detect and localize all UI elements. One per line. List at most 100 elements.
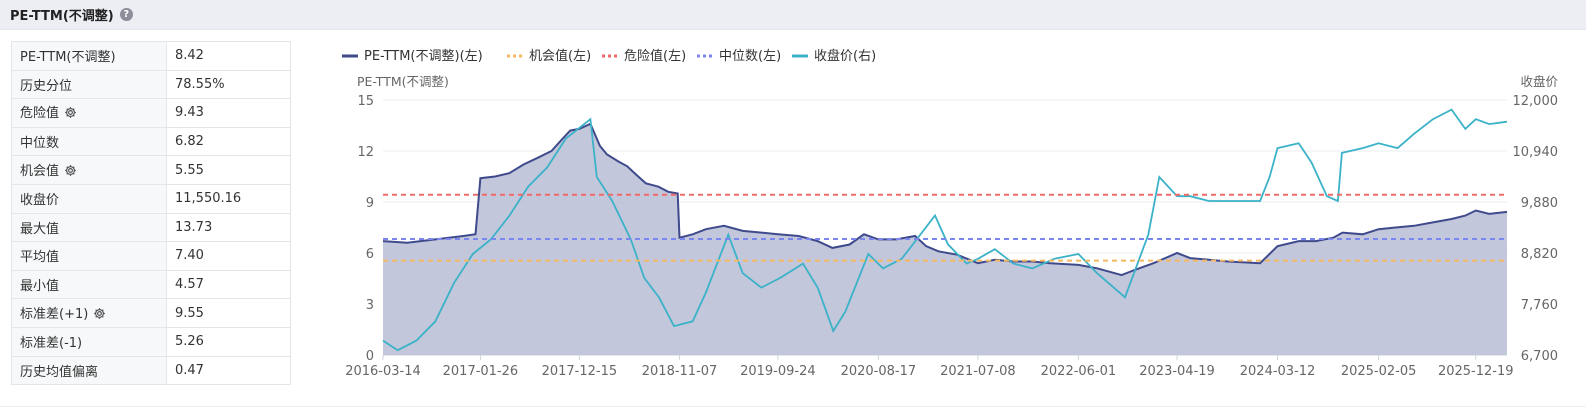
legend-label: 机会值(左) xyxy=(529,48,591,64)
stats-label: 最小值 xyxy=(11,269,167,300)
stats-value: 5.26 xyxy=(166,326,291,357)
y-right-tick: 7,760 xyxy=(1521,298,1558,313)
stats-label: 收盘价 xyxy=(11,183,167,214)
stats-label-text: 标准差(-1) xyxy=(20,336,83,352)
x-tick-label: 2020-08-17 xyxy=(841,364,917,379)
stats-label: 历史分位 xyxy=(11,69,167,100)
legend-item[interactable]: 机会值(左) xyxy=(507,48,591,64)
stats-label-text: 中位数 xyxy=(20,136,60,152)
x-tick-label: 2025-12-19 xyxy=(1438,364,1514,379)
bottom-divider xyxy=(0,406,1586,407)
stats-label-text: 历史分位 xyxy=(20,78,73,94)
x-ticks: 2016-03-14 2017-01-26 2017-12-15 2018-11-07… xyxy=(345,355,1514,379)
legend-item[interactable]: 收盘价(右) xyxy=(792,48,876,64)
y-left-tick: 6 xyxy=(366,247,374,262)
stats-row: 历史均值偏离 0.47 xyxy=(11,355,291,386)
stats-label-text: 最大值 xyxy=(20,221,60,237)
gear-icon[interactable] xyxy=(64,164,77,181)
stats-label-text: 机会值 xyxy=(20,163,60,179)
gear-icon[interactable] xyxy=(64,106,77,123)
stats-label-text: 最小值 xyxy=(20,279,60,295)
legend-item[interactable]: 中位数(左) xyxy=(697,49,781,64)
legend-label: 危险值(左) xyxy=(624,48,686,64)
stats-row: 收盘价 11,550.16 xyxy=(11,183,291,214)
stats-value: 5.55 xyxy=(166,155,291,185)
stats-label: 平均值 xyxy=(11,241,167,271)
y-right-tick: 6,700 xyxy=(1521,349,1558,364)
stats-label: 标准差(-1) xyxy=(11,326,167,357)
pe-chart: PE-TTM(不调整)(左) 机会值(左) 危险值(左) 中位数(左) 收盘价(右) P… xyxy=(342,48,1559,379)
stats-value: 78.55% xyxy=(166,69,291,100)
stats-row: 中位数 6.82 xyxy=(11,126,291,157)
stats-row: 标准差(+1) 9.55 xyxy=(11,298,291,328)
stats-row: 危险值 9.43 xyxy=(11,98,291,128)
legend-label: 收盘价(右) xyxy=(814,48,876,64)
stats-label: PE-TTM(不调整) xyxy=(11,41,167,71)
legend-item[interactable]: 危险值(左) xyxy=(602,48,686,64)
stats-label: 机会值 xyxy=(11,155,167,185)
stats-value: 9.43 xyxy=(166,98,291,128)
pe-area xyxy=(383,123,1507,355)
x-tick-label: 2019-09-24 xyxy=(740,364,816,379)
y-right-tick: 12,000 xyxy=(1513,94,1559,109)
legend-item[interactable]: PE-TTM(不调整)(左) xyxy=(342,49,483,64)
y-left-tick: 3 xyxy=(366,298,374,313)
x-tick-label: 2024-03-12 xyxy=(1240,364,1316,379)
stats-row: 平均值 7.40 xyxy=(11,241,291,271)
stats-value: 4.57 xyxy=(166,269,291,300)
stats-label-text: 标准差(+1) xyxy=(20,306,89,322)
stats-value: 6.82 xyxy=(166,126,291,157)
legend-label: PE-TTM(不调整)(左) xyxy=(364,49,483,64)
gear-icon[interactable] xyxy=(93,307,106,324)
reference-lines xyxy=(383,193,1507,262)
y-right-tick: 10,940 xyxy=(1513,145,1559,160)
y-left-tick: 15 xyxy=(357,94,374,109)
x-tick-label: 2017-01-26 xyxy=(443,364,519,379)
stats-table: PE-TTM(不调整) 8.42 历史分位 78.55% 危险值 9.43 中位数 6.82 机… xyxy=(11,41,291,386)
stats-row: 最小值 4.57 xyxy=(11,269,291,300)
y-left-tick: 9 xyxy=(366,196,374,211)
stats-value: 7.40 xyxy=(166,241,291,271)
stats-row: 历史分位 78.55% xyxy=(11,69,291,100)
y-right-axis-label: 收盘价 xyxy=(1520,74,1558,89)
x-tick-label: 2016-03-14 xyxy=(345,364,421,379)
stats-label-text: 收盘价 xyxy=(20,193,60,209)
y-left-tick: 12 xyxy=(357,145,374,160)
stats-label: 历史均值偏离 xyxy=(11,355,167,386)
stats-label: 最大值 xyxy=(11,212,167,243)
y-right-ticks: 6,700 7,760 8,820 9,880 10,940 12,000 xyxy=(1513,94,1559,364)
x-tick-label: 2017-12-15 xyxy=(542,364,618,379)
chart-legend: PE-TTM(不调整)(左) 机会值(左) 危险值(左) 中位数(左) 收盘价(右) xyxy=(342,48,876,64)
page-title: PE-TTM(不调整) xyxy=(10,9,114,24)
y-left-tick: 0 xyxy=(366,349,374,364)
help-icon[interactable]: ? xyxy=(119,8,133,21)
stats-label-text: 危险值 xyxy=(20,106,60,122)
x-tick-label: 2018-11-07 xyxy=(642,364,718,379)
stats-label-text: PE-TTM(不调整) xyxy=(20,50,116,66)
x-tick-label: 2021-07-08 xyxy=(940,364,1016,379)
stats-label-text: 历史均值偏离 xyxy=(20,364,99,380)
stats-row: PE-TTM(不调整) 8.42 xyxy=(11,41,291,71)
stats-label: 中位数 xyxy=(11,126,167,157)
chart-series xyxy=(382,108,1508,355)
y-right-tick: 8,820 xyxy=(1521,247,1558,262)
stats-value: 8.42 xyxy=(166,41,291,71)
legend-label: 中位数(左) xyxy=(719,49,781,64)
y-left-ticks: 0 3 6 9 12 15 xyxy=(357,94,374,364)
page-header: PE-TTM(不调整) ? xyxy=(0,0,1586,30)
stats-row: 最大值 13.73 xyxy=(11,212,291,243)
stats-value: 0.47 xyxy=(166,355,291,386)
y-right-tick: 9,880 xyxy=(1521,196,1558,211)
x-tick-label: 2025-02-05 xyxy=(1341,364,1417,379)
stats-value: 11,550.16 xyxy=(166,183,291,214)
stats-value: 13.73 xyxy=(166,212,291,243)
stats-row: 机会值 5.55 xyxy=(11,155,291,185)
stats-label: 标准差(+1) xyxy=(11,298,167,328)
x-tick-label: 2023-04-19 xyxy=(1139,364,1215,379)
stats-label: 危险值 xyxy=(11,98,167,128)
price-line xyxy=(382,108,1508,352)
stats-label-text: 平均值 xyxy=(20,250,60,266)
y-left-axis-label: PE-TTM(不调整) xyxy=(357,74,449,89)
stats-value: 9.55 xyxy=(166,298,291,328)
pe-line xyxy=(382,122,1508,277)
